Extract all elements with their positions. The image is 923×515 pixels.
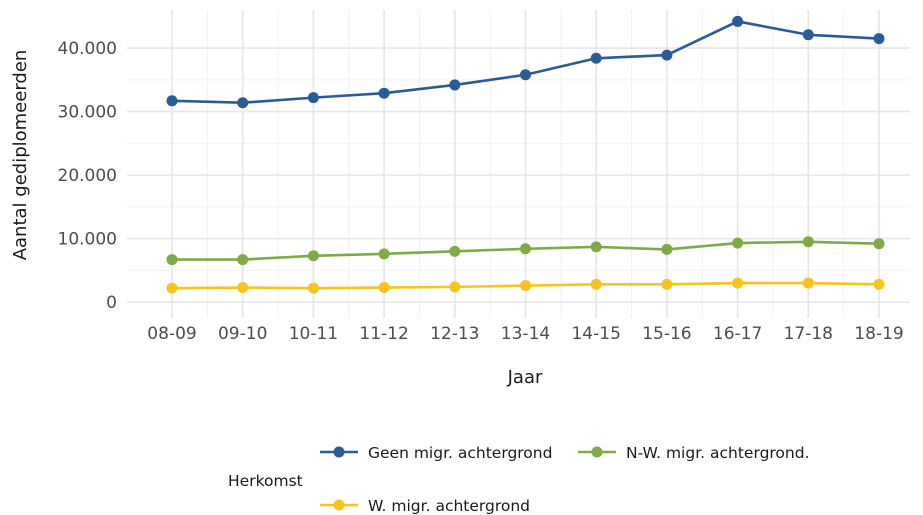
data-point bbox=[166, 95, 178, 107]
y-tick-label: 10.000 bbox=[58, 230, 117, 250]
data-point bbox=[661, 49, 673, 61]
x-tick-label: 12-13 bbox=[430, 324, 479, 344]
data-point bbox=[307, 282, 319, 294]
data-point bbox=[732, 15, 744, 27]
x-axis-ticks: 08-09 09-10 10-11 11-12 12-13 13-14 14-15 15-16… bbox=[147, 324, 903, 344]
legend-label: N-W. migr. achtergrond. bbox=[626, 444, 810, 462]
y-axis-title: Aantal gediplomeerden bbox=[10, 50, 31, 261]
data-point bbox=[520, 69, 531, 81]
x-tick-label: 08-09 bbox=[147, 324, 196, 344]
data-point bbox=[378, 282, 390, 294]
data-point bbox=[237, 282, 249, 294]
data-point bbox=[307, 92, 319, 104]
data-point bbox=[520, 280, 531, 292]
data-point bbox=[802, 277, 814, 289]
data-point bbox=[732, 277, 744, 289]
legend-key-point bbox=[333, 446, 345, 458]
x-tick-label: 17-18 bbox=[784, 324, 833, 344]
legend-key-point bbox=[333, 499, 345, 511]
data-point bbox=[449, 79, 461, 91]
data-point bbox=[449, 281, 461, 293]
data-point bbox=[166, 282, 178, 294]
data-point bbox=[237, 254, 249, 266]
x-tick-label: 10-11 bbox=[289, 324, 338, 344]
legend-title: Herkomst bbox=[228, 472, 303, 490]
data-point bbox=[732, 237, 744, 249]
legend-key-point bbox=[591, 446, 603, 458]
legend: Herkomst Geen migr. achtergrond N-W. migr… bbox=[228, 444, 810, 515]
legend-label: W. migr. achtergrond bbox=[368, 497, 530, 515]
data-point bbox=[590, 241, 602, 253]
data-point bbox=[237, 97, 249, 109]
data-point bbox=[802, 29, 814, 41]
x-tick-label: 16-17 bbox=[713, 324, 762, 344]
x-axis-title: Jaar bbox=[507, 367, 543, 388]
data-point bbox=[378, 248, 390, 260]
data-point bbox=[307, 250, 319, 262]
x-tick-label: 18-19 bbox=[854, 324, 903, 344]
data-point bbox=[661, 278, 673, 290]
x-tick-label: 09-10 bbox=[218, 324, 267, 344]
grid bbox=[127, 10, 910, 318]
data-point bbox=[590, 278, 602, 290]
legend-label: Geen migr. achtergrond bbox=[368, 444, 552, 462]
y-tick-label: 30.000 bbox=[58, 103, 117, 123]
data-point bbox=[802, 236, 814, 248]
y-tick-label: 20.000 bbox=[58, 166, 117, 186]
x-tick-label: 15-16 bbox=[642, 324, 691, 344]
data-point bbox=[520, 243, 531, 255]
data-point bbox=[590, 52, 602, 64]
y-axis-ticks: 0 10.000 20.000 30.000 40.000 bbox=[58, 39, 117, 313]
x-tick-label: 13-14 bbox=[501, 324, 550, 344]
y-tick-label: 0 bbox=[106, 293, 117, 313]
data-point bbox=[449, 245, 461, 257]
data-point bbox=[873, 238, 885, 250]
x-tick-label: 14-15 bbox=[571, 324, 620, 344]
data-point bbox=[378, 87, 390, 99]
data-point bbox=[873, 278, 885, 290]
x-tick-label: 11-12 bbox=[359, 324, 408, 344]
y-tick-label: 40.000 bbox=[58, 39, 117, 59]
data-point bbox=[661, 243, 673, 255]
data-point bbox=[166, 254, 178, 266]
series-group bbox=[166, 15, 885, 294]
data-point bbox=[873, 33, 885, 45]
